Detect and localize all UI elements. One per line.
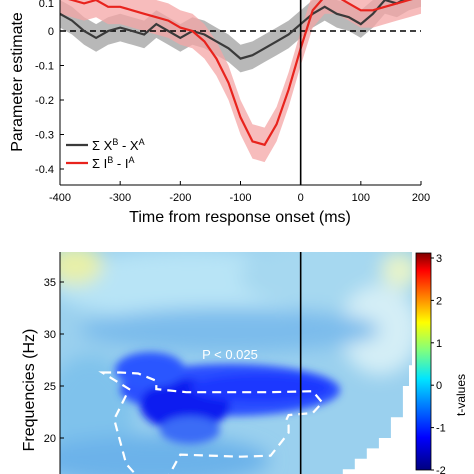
colorbar-label: t-values: [454, 374, 468, 416]
confidence-bands: [60, 0, 421, 163]
colorbar-tick-label: 0: [436, 380, 442, 392]
heatmap-y-axis-label: Frequencies (Hz): [21, 329, 38, 452]
colorbar-tick-label: 2: [436, 295, 442, 307]
heatmap-y-tick-label: 35: [44, 277, 56, 289]
line-chart: -400 -300 -200 -100 0 100 200 0 -0.1 -0.2 -0.3 -0.…: [9, 0, 430, 226]
x-ticks: -400 -300 -200 -100 0 100 200: [49, 181, 430, 204]
colorbar-gradient: [415, 252, 432, 471]
y-tick-label: -0.4: [35, 164, 54, 176]
heatmap-chart: 35 30 25 20 Frequencies (Hz) P < 0.025 3 2 1 0…: [21, 252, 468, 474]
y-tick-label: 0: [48, 26, 54, 38]
x-tick-label: 100: [352, 192, 370, 204]
band-series-2: [60, 0, 421, 163]
legend: Σ XB - XA Σ IB - IA: [66, 137, 145, 171]
plot-area: [60, 0, 421, 185]
heatmap-field: [60, 252, 412, 474]
y-tick-label: -0.3: [35, 130, 54, 142]
heatmap-y-tick-label: 20: [44, 433, 56, 445]
x-tick-label: -400: [49, 192, 71, 204]
colorbar-tick-label: -1: [436, 423, 446, 435]
line-series-1: [60, 0, 406, 60]
y-tick-label: -0.1: [35, 61, 54, 73]
colorbar-tick-label: 3: [436, 253, 442, 265]
heatmap-y-tick-label: 25: [44, 381, 56, 393]
cluster-blobs: [115, 352, 340, 444]
series-lines: [60, 0, 413, 147]
y-axis-label: Parameter estimate: [9, 12, 26, 152]
y-ticks: 0 -0.1 -0.2 -0.3 -0.4: [35, 26, 64, 176]
x-tick-label: -100: [229, 192, 251, 204]
x-tick-label: 0: [298, 192, 304, 204]
colorbar-tick-label: -2: [436, 465, 446, 474]
x-tick-label: -300: [109, 192, 131, 204]
y-tick-label-top-partial: 0.1: [39, 0, 54, 10]
legend-label-2: Σ IB - IA: [92, 155, 134, 171]
colorbar: 3 2 1 0 -1 -2 t-values: [415, 252, 468, 474]
cluster-annotation: P < 0.025: [202, 347, 258, 362]
colorbar-tick-label: 1: [436, 338, 442, 350]
legend-label-1: Σ XB - XA: [92, 137, 145, 153]
nan-mask: [240, 365, 412, 474]
x-tick-label: 200: [412, 192, 430, 204]
significant-cluster-outline: [98, 371, 324, 474]
heatmap-blobs: [60, 252, 412, 474]
x-axis-label: Time from response onset (ms): [129, 209, 351, 226]
y-tick-label: -0.2: [35, 95, 54, 107]
heatmap-y-ticks: 35 30 25 20: [44, 277, 64, 445]
colorbar-ticks: 3 2 1 0 -1 -2: [431, 253, 446, 474]
heatmap-y-tick-label: 30: [44, 329, 56, 341]
x-tick-label: -200: [169, 192, 191, 204]
line-series-2: [68, 0, 413, 147]
